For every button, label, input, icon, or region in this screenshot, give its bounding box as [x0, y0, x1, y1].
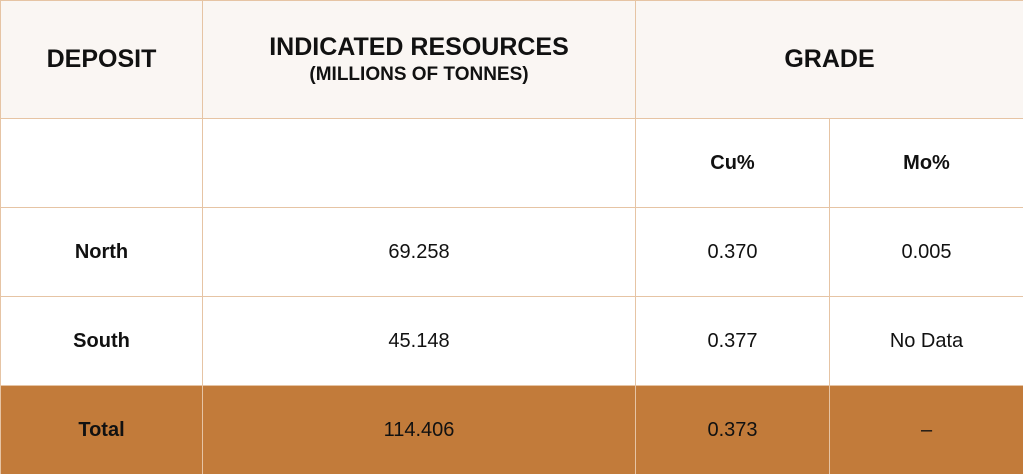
subheader-cell: Mo% — [828, 118, 1023, 208]
cell: 114.406 — [202, 385, 636, 474]
data-row: North 69.258 0.370 0.005 — [0, 207, 1023, 297]
cell: North — [0, 207, 203, 297]
cell: – — [828, 385, 1023, 474]
header-text: INDICATED RESOURCES — [269, 33, 569, 61]
header-cell: GRADE — [634, 0, 1023, 119]
cell: South — [0, 296, 203, 386]
header-cell: DEPOSIT — [0, 0, 203, 119]
cell: Total — [0, 385, 203, 474]
cell: 0.005 — [828, 207, 1023, 297]
cell: No Data — [828, 296, 1023, 386]
cell: 45.148 — [202, 296, 636, 386]
subheader-cell: Cu% — [635, 118, 830, 208]
cell: 69.258 — [202, 207, 636, 297]
header-unit: (MILLIONS OF TONNES) — [309, 64, 529, 85]
header-cell: INDICATED RESOURCES (MILLIONS OF TONNES) — [202, 0, 636, 119]
total-row: Total 114.406 0.373 – — [0, 385, 1023, 474]
empty-cell — [0, 118, 203, 208]
cell: 0.377 — [635, 296, 830, 386]
data-row: South 45.148 0.377 No Data — [0, 296, 1023, 386]
header-row: DEPOSIT INDICATED RESOURCES (MILLIONS OF … — [0, 0, 1023, 119]
cell: 0.370 — [635, 207, 830, 297]
subheader-row: Cu% Mo% — [0, 118, 1023, 208]
cell: 0.373 — [635, 385, 830, 474]
empty-cell — [202, 118, 636, 208]
